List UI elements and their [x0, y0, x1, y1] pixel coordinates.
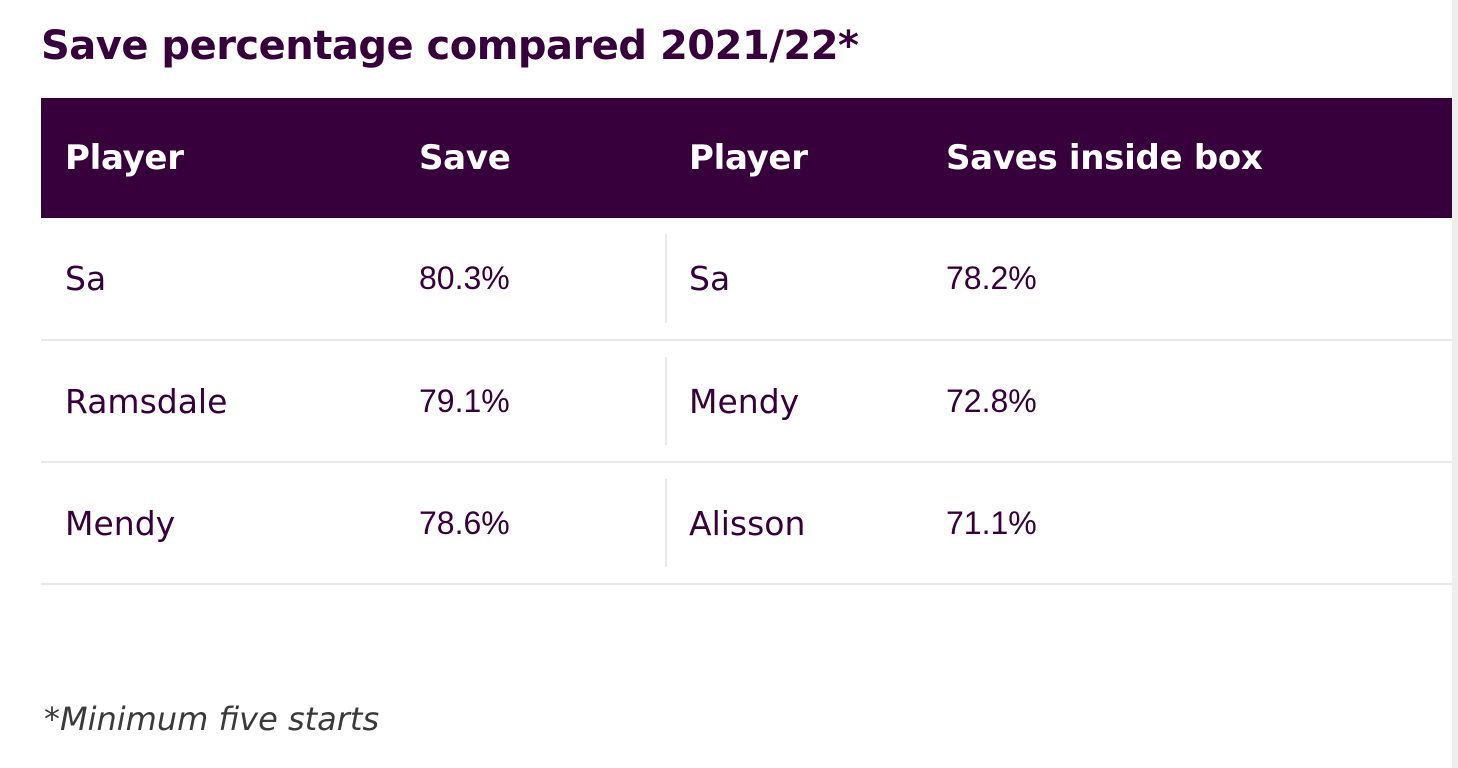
save-percentage: 78.6%	[406, 462, 665, 585]
player-name: Mendy	[41, 462, 406, 585]
table-row: Mendy 78.6% Alisson 71.1%	[41, 462, 1452, 585]
saves-inside-box-percentage: 71.1%	[933, 462, 1452, 585]
player-name: Alisson	[665, 462, 933, 585]
saves-inside-box-percentage: 72.8%	[933, 340, 1452, 463]
column-header-save: Save	[406, 98, 665, 218]
column-header-player: Player	[665, 98, 933, 218]
page-edge	[1452, 0, 1458, 768]
column-header-player: Player	[41, 98, 406, 218]
table-row: Sa 80.3% Sa 78.2%	[41, 218, 1452, 341]
table-header-row: Player Save Player Saves inside box	[41, 98, 1452, 218]
column-header-saves-inside-box: Saves inside box	[933, 98, 1452, 218]
footnote: *Minimum five starts	[44, 700, 380, 738]
player-name: Ramsdale	[41, 340, 406, 463]
save-percentage: 79.1%	[406, 340, 665, 463]
table-row: Ramsdale 79.1% Mendy 72.8%	[41, 340, 1452, 463]
saves-inside-box-percentage: 78.2%	[933, 218, 1452, 341]
save-percentage: 80.3%	[406, 218, 665, 341]
save-percentage-table: Player Save Player Saves inside box Sa 8…	[41, 98, 1452, 585]
player-name: Mendy	[665, 340, 933, 463]
player-name: Sa	[41, 218, 406, 341]
page-title: Save percentage compared 2021/22*	[41, 23, 859, 69]
player-name: Sa	[665, 218, 933, 341]
